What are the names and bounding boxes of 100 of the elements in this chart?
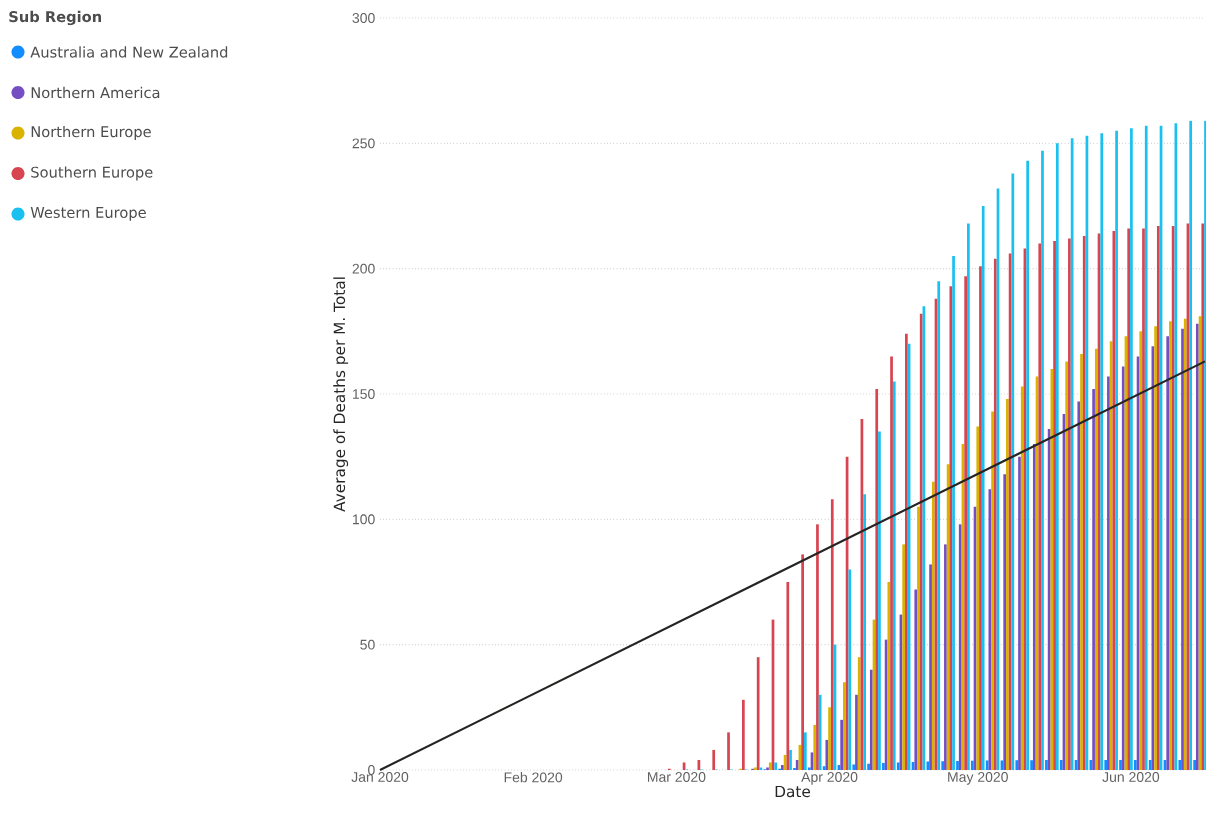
bar xyxy=(981,205,985,770)
bar xyxy=(741,699,745,770)
bar xyxy=(1181,328,1184,770)
bar xyxy=(774,762,778,770)
bar xyxy=(917,506,920,770)
legend-label: Western Europe xyxy=(30,207,146,221)
y-tick-label: 50 xyxy=(360,639,375,650)
bar xyxy=(958,524,962,770)
bar xyxy=(795,759,799,770)
bar xyxy=(825,739,829,770)
bar xyxy=(1045,759,1048,770)
bar xyxy=(905,333,908,770)
x-tick-label: Feb 2020 xyxy=(504,772,563,783)
bar xyxy=(727,732,730,770)
bar xyxy=(1041,150,1044,770)
bar xyxy=(786,581,790,770)
x-tick-label: Jun 2020 xyxy=(1102,772,1160,782)
bar xyxy=(869,669,873,770)
legend-label: Northern America xyxy=(31,86,160,99)
bar xyxy=(1059,759,1063,770)
bar xyxy=(956,760,959,770)
bar xyxy=(967,223,970,770)
bar xyxy=(1047,429,1051,770)
x-axis-title: Date xyxy=(775,785,811,798)
bar xyxy=(830,499,834,770)
bar xyxy=(952,256,955,770)
bar xyxy=(902,544,906,770)
x-tick-label: Mar 2020 xyxy=(647,772,706,782)
bar xyxy=(1115,130,1118,770)
bar xyxy=(1018,456,1021,770)
bar xyxy=(1112,231,1116,770)
y-tick-label: 200 xyxy=(352,263,375,274)
bar xyxy=(807,767,811,770)
y-tick-label: 250 xyxy=(352,138,375,149)
legend-label: Australia and New Zealand xyxy=(30,46,228,58)
bar xyxy=(1077,401,1081,770)
bar xyxy=(1142,228,1145,770)
bar xyxy=(914,589,918,770)
bar xyxy=(1032,444,1036,770)
bar xyxy=(867,763,870,770)
bar xyxy=(1139,331,1143,770)
bar xyxy=(1100,133,1104,770)
bar xyxy=(1144,125,1148,770)
bar xyxy=(781,764,784,770)
bar xyxy=(793,767,796,770)
bar xyxy=(1053,241,1056,770)
bar xyxy=(1133,759,1137,770)
bar xyxy=(855,694,858,770)
bar xyxy=(1006,399,1009,770)
bar xyxy=(801,554,804,770)
bar xyxy=(1166,336,1170,770)
bar xyxy=(1065,361,1069,770)
y-tick-label: 300 xyxy=(352,13,375,23)
bar xyxy=(937,281,941,770)
bar xyxy=(789,749,792,770)
bar xyxy=(1127,228,1131,770)
legend-title: Sub Region xyxy=(9,10,102,26)
bar xyxy=(944,544,947,770)
bar xyxy=(1189,120,1193,770)
bar xyxy=(1104,759,1108,770)
bar xyxy=(887,581,891,770)
bar xyxy=(1003,474,1007,770)
bar xyxy=(896,762,900,770)
bar xyxy=(993,258,997,770)
bar xyxy=(882,762,885,770)
bar xyxy=(818,694,822,770)
bar xyxy=(1068,238,1071,770)
bar xyxy=(863,494,866,770)
bar xyxy=(1119,759,1122,770)
bar xyxy=(1038,243,1042,770)
bar xyxy=(890,356,893,770)
bar xyxy=(768,762,772,770)
bar xyxy=(1020,386,1024,770)
bar xyxy=(1130,128,1133,770)
bar xyxy=(1193,759,1196,770)
bar xyxy=(1026,160,1030,770)
bar xyxy=(970,760,974,770)
bar xyxy=(816,524,819,770)
bar xyxy=(985,760,989,770)
bar xyxy=(712,749,716,770)
bar xyxy=(828,707,831,770)
bar xyxy=(1082,236,1086,770)
bar xyxy=(1148,759,1152,770)
x-tick-label: May 2020 xyxy=(948,772,1008,785)
legend-label: Southern Europe xyxy=(31,166,153,181)
bar xyxy=(1055,143,1059,770)
y-axis-title: Average of Deaths per M. Total xyxy=(333,277,349,512)
legend-label: Northern Europe xyxy=(31,125,151,141)
bar xyxy=(1121,366,1125,770)
bar xyxy=(1011,173,1015,770)
bar xyxy=(878,431,881,770)
bar xyxy=(1169,321,1172,770)
bar xyxy=(919,313,923,770)
bar xyxy=(1092,388,1095,770)
bar xyxy=(931,481,935,770)
bar xyxy=(756,657,760,770)
bar xyxy=(1080,353,1083,770)
bar xyxy=(1030,760,1033,770)
bar xyxy=(840,719,844,770)
bar xyxy=(929,564,932,770)
